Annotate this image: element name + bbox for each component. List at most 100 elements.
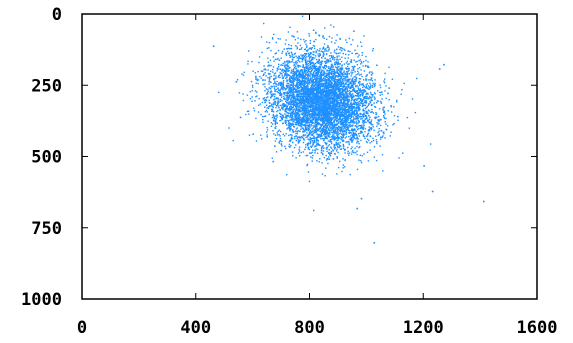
scatter-point bbox=[323, 43, 326, 45]
scatter-point bbox=[351, 137, 353, 139]
scatter-point bbox=[290, 128, 292, 130]
scatter-point bbox=[331, 37, 333, 39]
scatter-point bbox=[275, 97, 278, 99]
scatter-point bbox=[313, 40, 315, 43]
scatter-point bbox=[332, 124, 334, 126]
scatter-point bbox=[370, 128, 372, 131]
scatter-point bbox=[321, 112, 324, 115]
scatter-point bbox=[338, 97, 341, 99]
scatter-point bbox=[336, 139, 338, 142]
scatter-point bbox=[362, 86, 364, 89]
scatter-point bbox=[312, 82, 315, 84]
scatter-point bbox=[343, 70, 345, 72]
scatter-point bbox=[343, 120, 346, 122]
scatter-point bbox=[360, 139, 362, 142]
scatter-point bbox=[326, 158, 328, 160]
scatter-point bbox=[285, 111, 287, 113]
scatter-point bbox=[324, 141, 326, 144]
scatter-point bbox=[319, 120, 322, 122]
scatter-point bbox=[315, 50, 317, 52]
scatter-point bbox=[359, 124, 362, 127]
scatter-point bbox=[266, 93, 269, 95]
scatter-point bbox=[316, 61, 318, 64]
scatter-point bbox=[349, 112, 351, 114]
scatter-point bbox=[333, 129, 335, 131]
scatter-point bbox=[390, 106, 392, 108]
scatter-point bbox=[319, 74, 321, 76]
scatter-point bbox=[331, 124, 333, 127]
scatter-point bbox=[342, 104, 344, 106]
scatter-point bbox=[385, 97, 387, 100]
scatter-point bbox=[247, 63, 249, 65]
scatter-point bbox=[310, 116, 312, 118]
scatter-point bbox=[312, 127, 314, 129]
scatter-point bbox=[354, 79, 356, 81]
scatter-point bbox=[271, 108, 273, 110]
scatter-point bbox=[282, 84, 285, 87]
scatter-point bbox=[285, 70, 287, 72]
scatter-point bbox=[292, 83, 295, 85]
scatter-point bbox=[298, 87, 300, 90]
scatter-point bbox=[335, 83, 338, 86]
scatter-point bbox=[359, 88, 361, 90]
scatter-point bbox=[328, 106, 331, 109]
scatter-point bbox=[312, 96, 314, 98]
scatter-point bbox=[287, 124, 290, 126]
scatter-point bbox=[357, 133, 360, 135]
scatter-point bbox=[396, 101, 398, 103]
scatter-point bbox=[313, 122, 315, 124]
scatter-point bbox=[293, 120, 295, 123]
scatter-point bbox=[320, 123, 323, 126]
scatter-point bbox=[294, 123, 297, 126]
scatter-point bbox=[325, 128, 327, 130]
scatter-point bbox=[318, 118, 321, 120]
scatter-point bbox=[355, 115, 357, 117]
scatter-point bbox=[351, 97, 353, 99]
scatter-point bbox=[268, 79, 271, 81]
scatter-point bbox=[341, 50, 343, 52]
scatter-point bbox=[301, 56, 303, 58]
scatter-point bbox=[338, 98, 341, 100]
scatter-point bbox=[260, 134, 262, 136]
scatter-point bbox=[291, 96, 294, 98]
scatter-point bbox=[334, 146, 336, 149]
scatter-point bbox=[323, 156, 326, 159]
scatter-point bbox=[326, 74, 328, 76]
scatter-point bbox=[286, 86, 289, 88]
scatter-point bbox=[338, 83, 340, 86]
scatter-point bbox=[296, 136, 299, 138]
scatter-point bbox=[280, 57, 282, 59]
scatter-point bbox=[294, 101, 296, 103]
scatter-point bbox=[302, 65, 304, 67]
scatter-point bbox=[340, 102, 343, 104]
scatter-point bbox=[343, 140, 345, 142]
scatter-point bbox=[331, 64, 334, 67]
scatter-point bbox=[251, 96, 253, 98]
scatter-point bbox=[333, 99, 336, 102]
scatter-point bbox=[288, 119, 290, 122]
scatter-point bbox=[327, 99, 330, 102]
scatter-point bbox=[303, 99, 305, 101]
scatter-point bbox=[319, 66, 322, 68]
scatter-point bbox=[333, 77, 335, 79]
scatter-point bbox=[396, 99, 398, 102]
scatter-point bbox=[317, 93, 319, 96]
scatter-point bbox=[408, 127, 410, 129]
scatter-point bbox=[280, 130, 282, 133]
scatter-point bbox=[292, 57, 295, 59]
scatter-point bbox=[311, 81, 314, 83]
scatter-point bbox=[310, 93, 312, 95]
scatter-point bbox=[270, 90, 272, 92]
scatter-point bbox=[345, 130, 347, 132]
scatter-point bbox=[291, 136, 293, 138]
scatter-point bbox=[289, 113, 292, 115]
scatter-point bbox=[356, 45, 359, 47]
scatter-point bbox=[317, 62, 319, 64]
scatter-point bbox=[358, 66, 361, 69]
scatter-point bbox=[310, 132, 312, 134]
scatter-point bbox=[307, 102, 310, 104]
scatter-point bbox=[276, 110, 278, 113]
scatter-point bbox=[306, 120, 309, 123]
scatter-point bbox=[279, 94, 281, 96]
scatter-point bbox=[261, 138, 263, 140]
